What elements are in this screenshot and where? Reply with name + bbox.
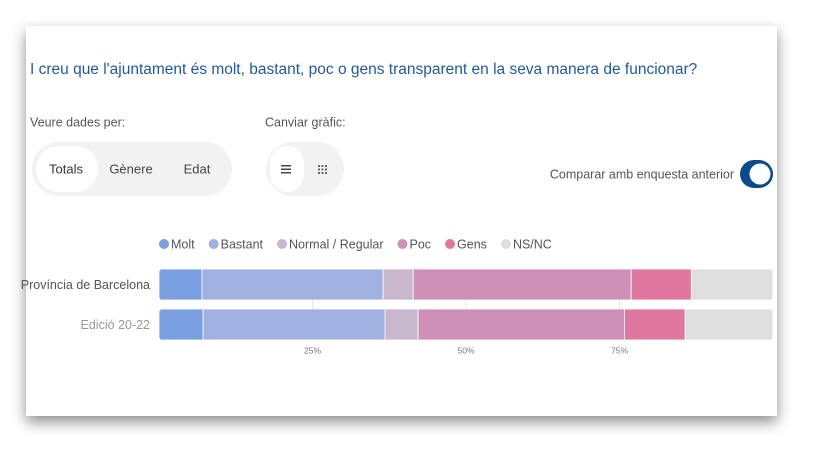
x-tick-label: 50% — [457, 345, 474, 355]
legend-label: NS/NC — [513, 237, 552, 251]
legend-swatch — [445, 239, 456, 249]
switch-label: Canviar gràfic: — [265, 115, 346, 129]
filter-selected[interactable] — [36, 146, 98, 192]
card — [26, 26, 777, 416]
category-label: Província de Barcelona — [21, 278, 150, 292]
list-icon[interactable] — [281, 165, 291, 174]
toggle-label: Comparar amb enquesta anterior — [550, 167, 734, 181]
bar-segment — [417, 309, 625, 340]
filter-option[interactable]: Totals — [49, 161, 83, 176]
bar-segment — [624, 309, 686, 340]
legend-label: Normal / Regular — [289, 237, 383, 251]
legend-swatch — [397, 239, 408, 249]
legend-swatch — [277, 239, 288, 249]
bar-segment — [684, 309, 773, 340]
question-title: I creu que l'ajuntament és molt, bastant… — [30, 61, 698, 78]
bar-segment — [630, 269, 692, 300]
filter-label: Veure dades per: — [30, 115, 125, 129]
legend-swatch — [159, 239, 169, 249]
bar-row — [159, 269, 773, 300]
toggle-knob[interactable] — [749, 163, 771, 185]
bar-segment — [159, 269, 203, 300]
bar-segment — [159, 309, 204, 340]
x-tick-label: 25% — [304, 345, 321, 355]
bar-row — [159, 309, 773, 340]
bar-segment — [382, 269, 414, 300]
filter-option[interactable]: Gènere — [109, 161, 152, 176]
bar-segment — [690, 269, 773, 300]
legend-label: Poc — [410, 237, 432, 251]
legend-label: Molt — [171, 237, 195, 251]
legend-label: Gens — [457, 237, 487, 251]
filter-option[interactable]: Edat — [184, 161, 211, 176]
bar-segment — [412, 269, 632, 300]
x-tick-label: 75% — [611, 345, 628, 355]
bar-segment — [384, 309, 419, 340]
bar-segment — [201, 269, 384, 300]
legend-label: Bastant — [221, 237, 264, 251]
category-label: Edició 20-22 — [81, 318, 151, 332]
legend-swatch — [500, 239, 511, 249]
bar-segment — [202, 309, 386, 340]
legend-swatch — [208, 239, 219, 249]
grid-icon[interactable] — [318, 165, 327, 174]
